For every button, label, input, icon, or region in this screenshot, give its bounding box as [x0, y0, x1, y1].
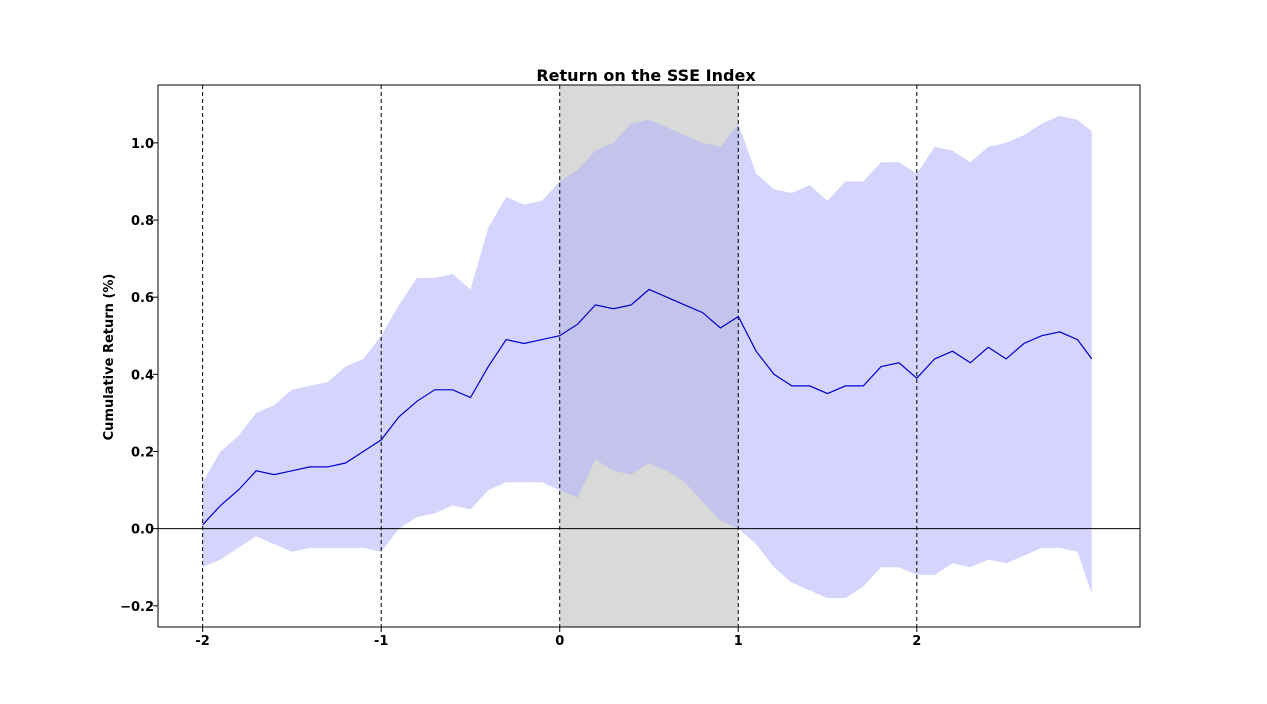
x-tick-label: 0	[555, 634, 564, 649]
y-axis-label: Cumulative Return (%)	[102, 274, 117, 441]
y-tick-label: 1.0	[131, 137, 154, 152]
confidence-band	[202, 115, 1092, 599]
mean-return-line	[202, 288, 1093, 526]
y-tick-label: −0.2	[120, 600, 154, 615]
x-tick-label: -1	[374, 634, 388, 649]
x-tick-label: -2	[195, 634, 209, 649]
y-tick-label: 0.4	[131, 368, 154, 383]
plot-area: -2 -1 0 1 2 −0.2 0.0 0.2 0.4 0.6 0.8 1.0	[120, 84, 1141, 649]
y-tick-label: 0.6	[131, 291, 154, 306]
y-tick-label: 0.2	[131, 445, 154, 460]
y-tick-label: 0.8	[131, 214, 154, 229]
y-tick-label: 0.0	[131, 523, 154, 538]
x-tick-label: 1	[734, 634, 743, 649]
x-tick-label: 2	[912, 634, 921, 649]
plot-frame	[157, 84, 1141, 628]
chart-title: Return on the SSE Index	[536, 66, 756, 85]
